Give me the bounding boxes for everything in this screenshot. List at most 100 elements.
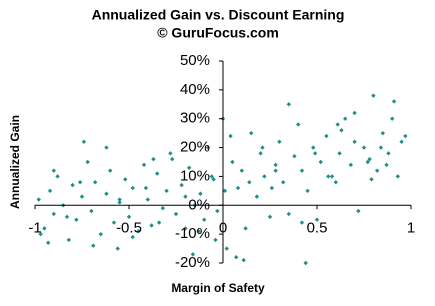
y-tick-label: 50% [180,52,210,69]
point [170,156,175,162]
point [356,208,361,214]
y-tick-label: 30% [180,110,210,127]
point [108,168,113,173]
point [230,159,235,165]
point [130,234,135,240]
point [205,145,211,150]
point [324,133,329,139]
point [55,174,60,179]
point [45,240,51,245]
point [273,162,278,168]
point [211,177,216,182]
y-tick-label: 20% [180,139,210,156]
point [247,180,252,185]
point [243,226,248,231]
point [126,214,132,220]
point [92,180,98,185]
point [81,139,87,144]
point [149,223,154,228]
point [395,174,401,179]
point [386,151,391,156]
x-tick-label: -0.5 [116,219,142,236]
point [89,208,94,214]
point [117,197,122,202]
point [352,139,357,144]
point [312,151,318,156]
point [98,231,103,237]
point [155,171,160,176]
point [369,177,374,182]
point [235,185,241,191]
point [390,116,395,121]
point [329,174,335,179]
point [277,139,282,144]
point [196,229,201,234]
point [117,200,122,205]
point [145,197,150,202]
point [318,159,323,165]
x-tick-label: 0.5 [307,219,328,236]
point [299,220,305,225]
point [42,226,47,231]
point [190,252,196,257]
point [66,237,72,243]
point [38,231,43,237]
point [233,255,239,260]
point [343,116,348,121]
point [91,243,96,248]
y-tick-label: 0% [188,196,210,213]
point [173,211,179,217]
point [391,99,397,104]
point [123,177,128,182]
point [348,162,354,168]
point [361,145,367,150]
point [164,188,169,194]
point [311,145,316,150]
y-axis-label: Annualized Gain [8,115,22,209]
chart-subtitle: © GuruFocus.com [157,25,279,41]
point [198,191,203,196]
point [228,133,233,139]
y-tick-label: -20% [175,254,210,271]
x-tick-label: 0 [219,219,227,236]
point [156,220,162,225]
point [70,182,75,188]
point [280,180,286,185]
point [160,205,166,211]
x-axis-label: Margin of Safety [171,281,265,295]
point [299,168,305,173]
point [403,133,408,139]
point [384,162,389,168]
point [260,145,265,150]
point [374,168,380,173]
point [130,185,135,191]
point [209,174,214,179]
point [258,151,263,156]
point [292,154,297,159]
point [115,246,120,251]
y-tick-label: 40% [180,81,210,98]
point [380,130,385,136]
point [141,162,147,168]
point [183,194,188,199]
point [85,159,90,165]
x-tick-label: -1 [28,219,41,236]
point [51,168,56,173]
point [241,257,246,263]
point [168,151,173,156]
point [36,197,41,202]
point [64,214,70,220]
point [224,246,229,251]
point [286,102,291,107]
point [337,151,342,156]
point [215,208,220,214]
point [367,156,372,162]
point [269,185,275,191]
point [202,217,207,222]
y-tick-label: -10% [175,225,210,242]
chart-title: Annualized Gain vs. Discount Earning [92,7,345,23]
x-tick-label: 1 [407,219,415,236]
point [51,211,56,217]
